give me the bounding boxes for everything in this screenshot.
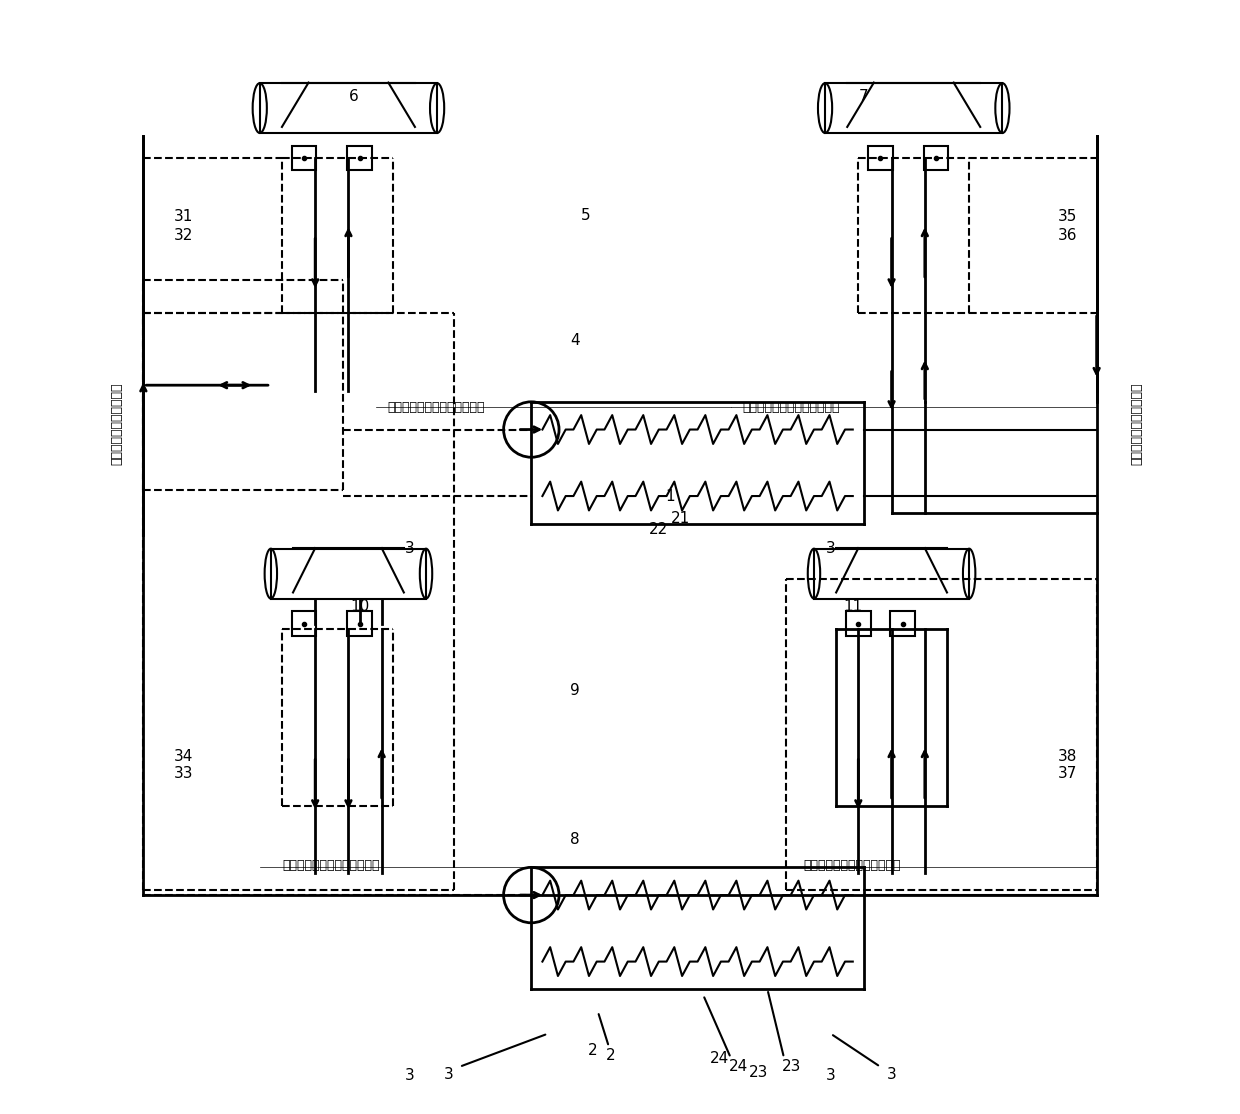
Bar [291, 146, 316, 170]
Text: 6: 6 [350, 89, 358, 105]
Text: 9: 9 [570, 683, 580, 697]
Text: 32: 32 [174, 228, 193, 243]
Text: 2: 2 [588, 1043, 598, 1058]
Text: 8: 8 [570, 832, 580, 847]
Text: 37: 37 [1058, 765, 1078, 781]
Text: 3: 3 [404, 540, 414, 556]
Text: 7: 7 [859, 89, 869, 105]
Bar [291, 612, 316, 636]
Text: 接四管制空调区末端热水供水: 接四管制空调区末端热水供水 [802, 859, 900, 871]
Bar [868, 146, 893, 170]
Text: 接两管制空调区末端供水: 接两管制空调区末端供水 [1130, 383, 1143, 466]
Text: 3: 3 [887, 1067, 897, 1082]
Bar [890, 612, 915, 636]
Text: 22: 22 [650, 521, 668, 537]
Bar [347, 146, 372, 170]
Text: 3: 3 [826, 540, 836, 556]
Text: 1: 1 [665, 489, 675, 504]
Bar [259, 84, 438, 133]
Bar [825, 84, 1002, 133]
Text: 接四管制空调区末端热水回水: 接四管制空调区末端热水回水 [281, 859, 379, 871]
Bar [270, 549, 427, 598]
Text: 5: 5 [582, 208, 590, 223]
Text: 35: 35 [1058, 209, 1078, 224]
Text: 21: 21 [671, 510, 691, 526]
Text: 4: 4 [570, 333, 580, 349]
Text: 38: 38 [1058, 749, 1078, 764]
Text: 31: 31 [174, 209, 193, 224]
Text: 11: 11 [843, 599, 862, 615]
Text: 10: 10 [350, 599, 370, 615]
Text: 33: 33 [174, 765, 193, 781]
Text: 接四管制空调区末端冷水供水: 接四管制空调区末端冷水供水 [742, 401, 839, 414]
Text: 23: 23 [782, 1059, 801, 1074]
Text: 接四管制空调区末端冷水回水: 接四管制空调区末端冷水回水 [387, 401, 485, 414]
Text: 2: 2 [606, 1048, 616, 1063]
Text: 34: 34 [174, 749, 193, 764]
Bar [813, 549, 970, 598]
Text: 3: 3 [444, 1067, 453, 1082]
Text: 24: 24 [729, 1059, 748, 1074]
Text: 24: 24 [711, 1051, 729, 1065]
Text: 3: 3 [826, 1068, 836, 1083]
Text: 36: 36 [1058, 228, 1078, 243]
Text: 23: 23 [749, 1065, 769, 1079]
Text: 接两管制空调区末端回水: 接两管制空调区末端回水 [110, 383, 123, 466]
Bar [846, 612, 870, 636]
Text: 3: 3 [404, 1068, 414, 1083]
Bar [924, 146, 949, 170]
Bar [347, 612, 372, 636]
